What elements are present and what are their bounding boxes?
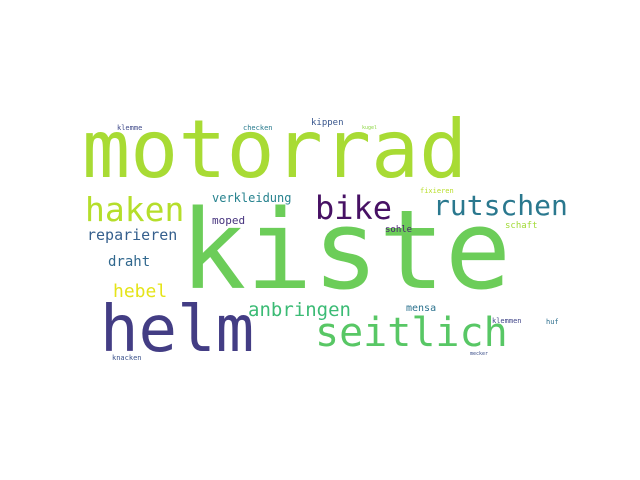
word-bike: bike — [315, 189, 393, 227]
word-huf: huf — [546, 318, 559, 326]
word-verkleidung: verkleidung — [212, 191, 292, 205]
word-motorrad: motorrad — [82, 103, 468, 196]
word-klemmen: klemmen — [492, 317, 522, 325]
word-anbringen: anbringen — [248, 299, 351, 321]
word-kippen: kippen — [311, 118, 344, 128]
word-rutschen: rutschen — [433, 189, 568, 222]
word-moped: moped — [212, 214, 246, 227]
word-fixieren: fixieren — [420, 187, 454, 195]
word-kugel: kugel — [362, 125, 378, 131]
word-mensa: mensa — [406, 303, 437, 314]
word-schaft: schaft — [505, 221, 538, 231]
word-reparieren: reparieren — [87, 226, 178, 244]
word-hebel: hebel — [113, 281, 168, 302]
word-seitlich: seitlich — [315, 310, 508, 356]
word-klemme: klemme — [117, 124, 143, 132]
word-helm: helm — [100, 293, 255, 367]
word-mecker: mecker — [470, 351, 489, 357]
word-kiste: kiste — [180, 186, 512, 314]
word-checken: checken — [243, 124, 273, 132]
word-sohle: sohle — [385, 225, 413, 235]
word-knacken: knacken — [112, 354, 142, 362]
word-haken: haken — [85, 190, 185, 229]
word-draht: draht — [108, 254, 151, 270]
